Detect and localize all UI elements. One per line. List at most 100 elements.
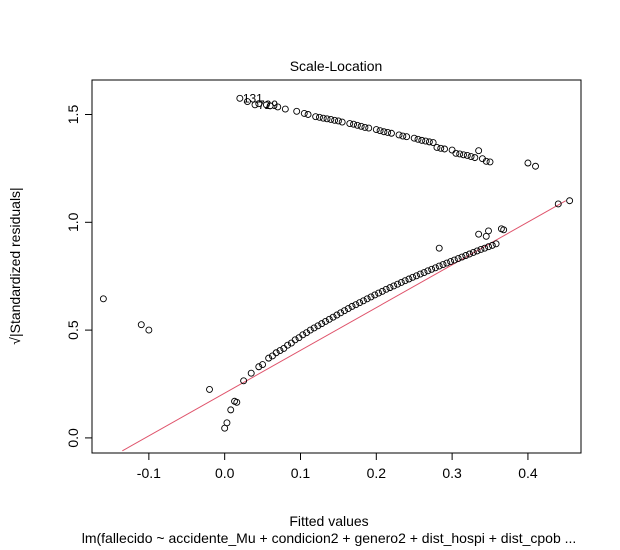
data-point [485,243,492,251]
data-point [433,144,441,151]
data-point [452,149,460,157]
data-point [365,124,373,132]
point-annotation: 729 [258,98,278,112]
data-point [274,103,282,111]
data-point [325,315,333,323]
data-point [420,269,428,276]
data-point [532,162,539,170]
data-point [356,299,364,307]
data-point [312,113,320,121]
data-point [346,120,354,128]
data-point [405,275,413,283]
data-point [236,94,244,102]
data-point [361,123,369,131]
data-point [435,244,443,252]
data-point [329,313,337,321]
data-point [441,145,448,153]
data-point [353,121,361,129]
data-point [145,326,153,334]
data-point [262,101,270,109]
data-point [371,291,379,299]
point-annotation: 131 [243,91,263,105]
data-point [397,279,405,286]
data-point [439,261,447,269]
data-point [554,200,562,208]
data-point [327,116,335,123]
x-tick-label: 0.4 [518,465,538,481]
data-point [382,285,390,293]
data-point [375,289,383,297]
y-tick-label: 1.5 [65,105,81,125]
x-tick-label: -0.1 [137,465,161,481]
x-axis: -0.1 0.0 0.1 0.2 0.3 0.4 [137,453,538,481]
plot-frame [91,79,582,454]
data-point [255,363,263,371]
data-point [304,111,312,118]
data-point [247,369,255,377]
data-point [566,197,574,205]
data-point [416,270,424,278]
data-point [363,295,371,303]
data-point [137,321,145,329]
data-point [429,139,437,146]
y-tick-label: 1.0 [65,212,81,232]
data-point [281,105,289,113]
data-point [350,120,358,128]
data-point [460,151,467,159]
data-point [276,347,284,355]
data-point [299,331,307,339]
y-axis: 0.0 0.5 1.0 1.5 [65,105,92,448]
data-point [384,128,392,136]
data-point [233,398,241,406]
data-point [334,117,342,125]
data-point [291,336,299,344]
data-point [255,100,263,108]
data-point [390,282,398,290]
data-point [367,293,375,301]
data-point [481,244,489,252]
data-point [380,128,388,136]
data-point [300,109,308,117]
data-point [409,273,417,281]
data-point [315,113,323,121]
data-point [492,240,500,248]
points-group [99,94,574,432]
data-point [524,159,532,167]
data-point [344,305,352,312]
data-point [310,324,318,332]
data-point [488,241,496,249]
x-axis-label: Fitted values [289,513,368,529]
data-point [475,230,483,238]
data-point [447,258,455,265]
data-point [318,320,326,328]
data-point [458,253,466,261]
data-point [272,349,280,357]
data-point [352,301,360,309]
data-point [314,322,322,330]
data-point [359,297,367,305]
data-point [341,307,348,315]
data-point [437,144,445,152]
y-tick-label: 0.0 [65,428,81,448]
data-point [265,354,273,362]
data-point [485,227,492,235]
data-point [422,137,430,145]
data-point [473,247,481,255]
data-point [482,157,490,165]
data-point [243,98,251,106]
data-point [266,102,274,110]
data-point [306,326,314,334]
chart-subtitle: lm(fallecido ~ accidente_Mu + condicion2… [82,530,577,546]
data-point [394,280,401,288]
data-point [454,255,462,262]
data-point [337,309,345,317]
data-point [372,126,380,134]
data-point [410,134,418,142]
y-tick-label: 0.5 [65,320,81,340]
data-point [319,114,327,122]
data-point [435,262,443,270]
x-tick-label: 0.3 [442,465,462,481]
data-point [348,302,356,310]
